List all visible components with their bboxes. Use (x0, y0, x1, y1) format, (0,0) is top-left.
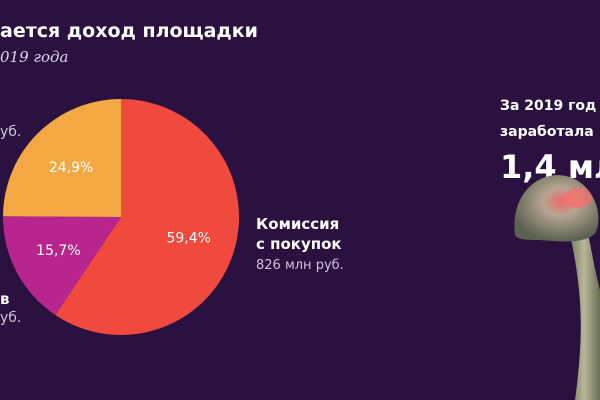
commission-label-line2: с покупок (256, 235, 342, 253)
mushroom-cap (514, 175, 599, 242)
pie-slice-0 (55, 99, 239, 335)
left-bottom-fragment: уб. (0, 310, 22, 326)
mushroom-stem (568, 222, 600, 400)
left-top-fragment: уб. (0, 124, 22, 140)
commission-value: 826 млн руб. (256, 258, 344, 273)
mushroom-cap-highlight (564, 188, 592, 208)
commission-label-line1: Комиссия (256, 215, 340, 233)
pie-label-2: 24,9% (49, 160, 93, 176)
side-note-line1: За 2019 год п (500, 98, 600, 114)
chart-title: ается доход площадки (0, 20, 258, 42)
commission-legend: Комиссия с покупок 826 млн руб. (256, 214, 344, 276)
pie-label-1: 15,7% (36, 243, 80, 259)
side-note-line2: заработала (500, 124, 594, 140)
pie-label-0: 59,4% (166, 231, 210, 247)
pie-slice-1 (3, 216, 122, 316)
chart-subtitle: 019 года (0, 48, 69, 66)
pie-slice-2 (3, 98, 122, 217)
mushroom-illustration (514, 175, 600, 400)
left-bottom-fragment-bold: в (0, 290, 10, 308)
